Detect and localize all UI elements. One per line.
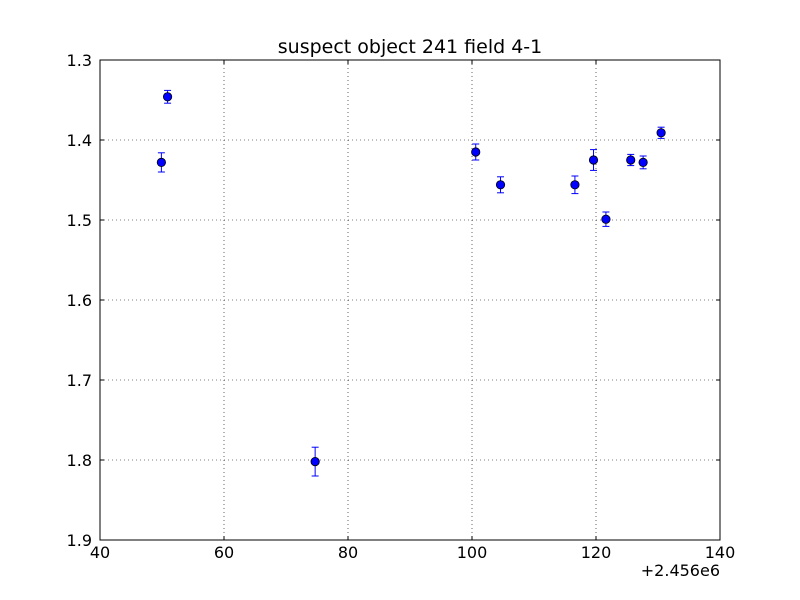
- data-point: [570, 180, 580, 190]
- x-tick-label: 140: [705, 543, 736, 562]
- data-point: [601, 214, 611, 224]
- data-point: [495, 180, 506, 190]
- chart-title: suspect object 241 field 4-1: [278, 36, 543, 58]
- data-point: [156, 157, 166, 167]
- x-tick-label: 80: [338, 543, 358, 562]
- x-tick-label: 120: [581, 543, 612, 562]
- y-tick-label: 1.7: [67, 371, 92, 390]
- y-tick-label: 1.5: [67, 211, 92, 230]
- y-tick-labels: 1.3 1.4 1.5 1.6 1.7 1.8 1.9: [67, 51, 92, 550]
- data-point: [471, 147, 481, 157]
- y-tick-label: 1.6: [67, 291, 92, 310]
- y-tick-label: 1.4: [67, 131, 92, 150]
- x-tick-label: 40: [90, 543, 110, 562]
- data-point: [626, 155, 636, 165]
- grid: [100, 60, 720, 540]
- x-tick-label: 100: [457, 543, 488, 562]
- y-tick-label: 1.9: [67, 531, 92, 550]
- x-tick-labels: 40 60 80 100 120 140: [90, 543, 735, 562]
- data-point: [162, 92, 173, 102]
- data-point: [638, 157, 648, 167]
- data-points: [156, 92, 666, 467]
- y-tick-label: 1.8: [67, 451, 92, 470]
- y-tick-label: 1.3: [67, 51, 92, 70]
- x-tick-label: 60: [214, 543, 234, 562]
- data-point: [656, 128, 666, 138]
- data-point: [310, 456, 320, 467]
- data-point: [588, 155, 599, 165]
- x-offset-label: +2.456e6: [641, 561, 720, 580]
- plot-frame: [99, 59, 721, 541]
